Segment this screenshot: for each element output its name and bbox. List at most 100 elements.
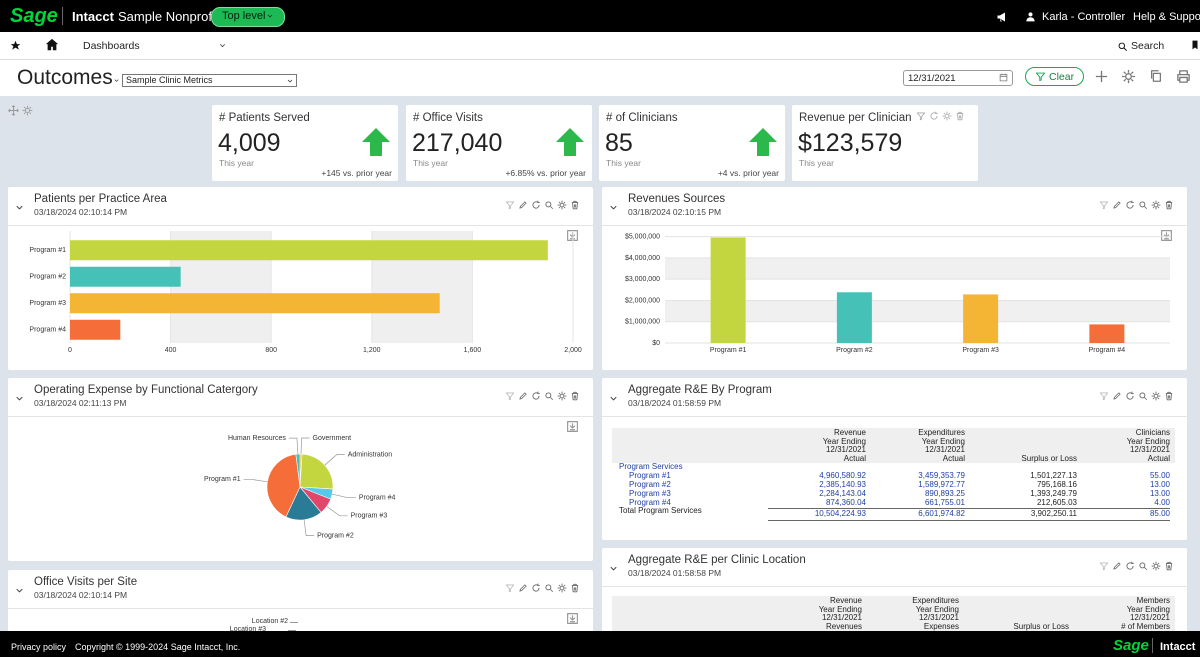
- date-input[interactable]: [903, 70, 1013, 86]
- refresh-icon[interactable]: [1125, 561, 1135, 571]
- table-cell[interactable]: 13.00: [1149, 489, 1170, 498]
- chev-icon[interactable]: [608, 393, 619, 404]
- dashboard-select[interactable]: [122, 74, 297, 87]
- gear-icon[interactable]: [1121, 69, 1136, 84]
- gear-icon[interactable]: [557, 583, 567, 593]
- search-icon[interactable]: [544, 200, 554, 210]
- pencil-icon[interactable]: [1112, 561, 1122, 571]
- pencil-icon[interactable]: [518, 391, 528, 401]
- chev-icon[interactable]: [608, 202, 619, 213]
- gear-icon[interactable]: [942, 111, 952, 121]
- total-cell[interactable]: 10,504,224.93: [814, 509, 866, 518]
- trash-icon[interactable]: [1164, 200, 1174, 210]
- total-cell[interactable]: 85.00: [1149, 509, 1170, 518]
- move-icon[interactable]: [8, 105, 19, 116]
- search-link[interactable]: Search: [1131, 40, 1165, 52]
- mega-icon[interactable]: [996, 11, 1008, 23]
- filter-icon[interactable]: [505, 391, 515, 401]
- row-label[interactable]: Program #1: [629, 471, 671, 480]
- pencil-icon[interactable]: [518, 583, 528, 593]
- print-icon[interactable]: [1176, 69, 1191, 84]
- dashboards-menu[interactable]: Dashboards: [83, 40, 140, 52]
- pencil-icon[interactable]: [518, 200, 528, 210]
- search-icon[interactable]: [1117, 41, 1128, 52]
- chev-icon[interactable]: [14, 585, 25, 596]
- star-icon[interactable]: [10, 40, 21, 51]
- home-icon[interactable]: [45, 38, 59, 52]
- filter-icon[interactable]: [1099, 561, 1109, 571]
- trash-icon[interactable]: [570, 200, 580, 210]
- pencil-icon[interactable]: [1112, 391, 1122, 401]
- refresh-icon[interactable]: [531, 391, 541, 401]
- filter-icon[interactable]: [1099, 391, 1109, 401]
- gear-icon[interactable]: [22, 105, 33, 116]
- total-cell[interactable]: 6,601,974.82: [918, 509, 965, 518]
- refresh-icon[interactable]: [929, 111, 939, 121]
- dashboard-select-text[interactable]: Sample Clinic Metrics: [126, 75, 213, 85]
- row-label[interactable]: Program #3: [629, 489, 671, 498]
- download-icon[interactable]: [566, 229, 579, 242]
- trash-icon[interactable]: [570, 583, 580, 593]
- row-label[interactable]: Program #2: [629, 480, 671, 489]
- table-cell[interactable]: 661,755.01: [924, 498, 965, 507]
- user-name[interactable]: Karla - Controller: [1042, 11, 1126, 23]
- trash-icon[interactable]: [955, 111, 965, 121]
- row-group[interactable]: Program Services: [619, 462, 683, 471]
- search-icon[interactable]: [1138, 391, 1148, 401]
- filter-icon[interactable]: [1035, 71, 1046, 82]
- gear-icon[interactable]: [1151, 200, 1161, 210]
- clear-button[interactable]: [1025, 67, 1084, 86]
- filter-icon[interactable]: [505, 583, 515, 593]
- search-icon[interactable]: [544, 583, 554, 593]
- refresh-icon[interactable]: [1125, 200, 1135, 210]
- user-icon[interactable]: [1025, 11, 1036, 22]
- gear-icon[interactable]: [1151, 391, 1161, 401]
- chev-icon[interactable]: [286, 77, 294, 85]
- level-label[interactable]: Top level: [222, 10, 266, 22]
- table-cell[interactable]: 890,893.25: [924, 489, 965, 498]
- refresh-icon[interactable]: [1125, 391, 1135, 401]
- copy-icon[interactable]: [1149, 69, 1163, 83]
- plus-icon[interactable]: [1094, 69, 1109, 84]
- trash-icon[interactable]: [570, 391, 580, 401]
- chev-icon[interactable]: [608, 563, 619, 574]
- trash-icon[interactable]: [1164, 561, 1174, 571]
- refresh-icon[interactable]: [531, 583, 541, 593]
- trash-icon[interactable]: [1164, 391, 1174, 401]
- table-cell[interactable]: 1,589,972.77: [918, 480, 965, 489]
- download-icon[interactable]: [566, 420, 579, 433]
- table-cell[interactable]: 2,284,143.04: [819, 489, 866, 498]
- bookmark-icon[interactable]: [1190, 40, 1200, 50]
- download-icon[interactable]: [1160, 229, 1173, 242]
- filter-icon[interactable]: [916, 111, 926, 121]
- chev-icon[interactable]: [113, 77, 120, 84]
- gear-icon[interactable]: [557, 391, 567, 401]
- table-cell[interactable]: 4,960,580.92: [819, 471, 866, 480]
- table-cell[interactable]: 874,360.04: [825, 498, 866, 507]
- level-pill[interactable]: [211, 7, 285, 27]
- download-icon[interactable]: [566, 612, 579, 625]
- refresh-icon[interactable]: [531, 200, 541, 210]
- gear-icon[interactable]: [557, 200, 567, 210]
- clear-label[interactable]: Clear: [1049, 71, 1075, 83]
- help-link[interactable]: Help & Support: [1133, 11, 1200, 23]
- chev-icon[interactable]: [218, 41, 227, 50]
- pencil-icon[interactable]: [1112, 200, 1122, 210]
- table-cell[interactable]: 55.00: [1149, 471, 1170, 480]
- search-icon[interactable]: [544, 391, 554, 401]
- gear-icon[interactable]: [1151, 561, 1161, 571]
- privacy-link[interactable]: Privacy policy: [11, 642, 67, 652]
- filter-icon[interactable]: [1099, 200, 1109, 210]
- table-cell[interactable]: 2,385,140.93: [819, 480, 866, 489]
- chev-icon[interactable]: [14, 202, 25, 213]
- calendar-icon[interactable]: [999, 73, 1008, 82]
- filter-icon[interactable]: [505, 200, 515, 210]
- table-cell[interactable]: 13.00: [1149, 480, 1170, 489]
- date-value[interactable]: 12/31/2021: [908, 73, 956, 84]
- row-label[interactable]: Program #4: [629, 498, 671, 507]
- sage-logo[interactable]: Sage: [10, 5, 58, 27]
- table-cell[interactable]: 3,459,353.79: [918, 471, 965, 480]
- chev-icon[interactable]: [266, 12, 274, 20]
- table-cell[interactable]: 4.00: [1154, 498, 1170, 507]
- search-icon[interactable]: [1138, 200, 1148, 210]
